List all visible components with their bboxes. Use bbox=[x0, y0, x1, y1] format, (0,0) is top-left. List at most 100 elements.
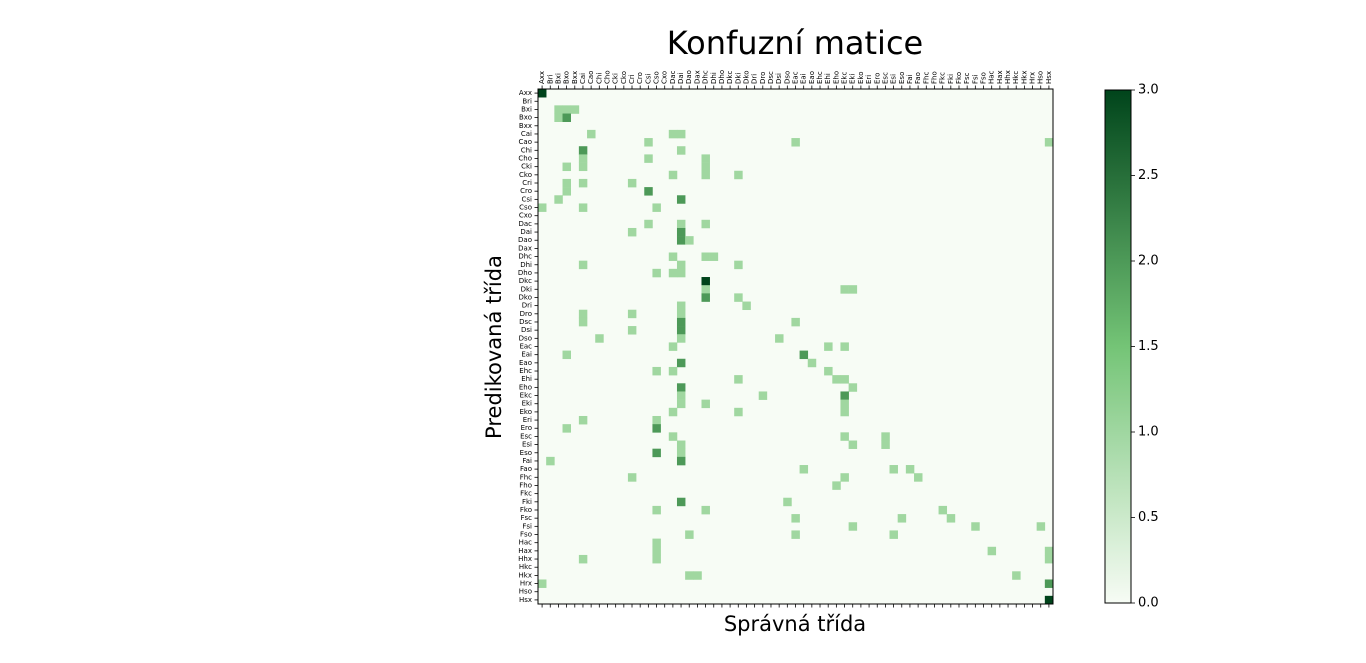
heatmap-cell bbox=[668, 432, 678, 441]
heatmap-cell bbox=[938, 505, 948, 515]
heatmap-cell bbox=[848, 440, 858, 449]
heatmap-cell bbox=[627, 473, 637, 482]
x-tick-label: Bxo bbox=[563, 71, 571, 84]
x-tick-label: Hax bbox=[996, 70, 1004, 84]
y-tick-label: Axx bbox=[519, 89, 532, 97]
y-tick-label: Eso bbox=[520, 449, 532, 457]
x-tick-label: Esc bbox=[881, 72, 889, 84]
x-tick-label: Ehi bbox=[824, 73, 832, 84]
heatmap-cell bbox=[554, 113, 563, 122]
x-tick-label: Cro bbox=[636, 72, 644, 84]
x-tick-label: Dso bbox=[783, 71, 791, 84]
heatmap-cell bbox=[570, 105, 580, 114]
x-tick-label: Cki bbox=[612, 73, 620, 84]
heatmap-cell bbox=[676, 358, 686, 368]
y-tick-label: Bxx bbox=[519, 122, 532, 130]
heatmap-cell bbox=[627, 309, 637, 319]
heatmap-cell bbox=[554, 105, 563, 114]
y-tick-label: Hsx bbox=[519, 596, 532, 604]
x-tick-label: Eko bbox=[857, 71, 865, 84]
heatmap-cell bbox=[652, 554, 661, 564]
heatmap-cell bbox=[1012, 571, 1021, 580]
heatmap-cell bbox=[840, 473, 849, 482]
x-tick-label: Esi bbox=[890, 74, 898, 84]
y-tick-label: Bxo bbox=[519, 114, 532, 122]
y-tick-label: Fko bbox=[520, 506, 532, 514]
x-tick-label: Fsi bbox=[971, 74, 979, 84]
y-tick-label: Cro bbox=[520, 187, 532, 195]
x-tick-label: Bri bbox=[546, 74, 554, 84]
y-tick-label: Fao bbox=[520, 465, 532, 473]
heatmap-cell bbox=[578, 554, 588, 564]
y-tick-label: Hkx bbox=[519, 571, 532, 579]
y-tick-label: Dsi bbox=[521, 326, 532, 334]
heatmap-cell bbox=[676, 236, 686, 245]
y-tick-label: Ehc bbox=[519, 367, 532, 375]
heatmap-cell bbox=[578, 162, 588, 172]
heatmap-cell bbox=[578, 178, 588, 188]
x-tick-label: Eri bbox=[865, 75, 873, 84]
heatmap-cell bbox=[546, 456, 555, 466]
colorbar-gradient bbox=[1104, 89, 1132, 604]
y-tick-label: Fki bbox=[522, 498, 532, 506]
x-tick-label: Hkc bbox=[1012, 71, 1020, 84]
x-tick-label: Fsc bbox=[963, 72, 971, 84]
heatmap-cell bbox=[840, 285, 849, 294]
heatmap-cell bbox=[668, 342, 678, 351]
y-tick-label: Eki bbox=[522, 400, 532, 408]
y-tick-label: Dko bbox=[519, 293, 532, 301]
heatmap-cell bbox=[668, 252, 678, 261]
x-tick-label: Csi bbox=[644, 73, 652, 84]
heatmap-cell bbox=[652, 268, 661, 278]
heatmap-cell bbox=[1044, 546, 1054, 556]
x-tick-label: Dhc bbox=[702, 70, 710, 84]
heatmap-cell bbox=[562, 162, 571, 172]
heatmap-cell bbox=[554, 195, 563, 204]
heatmap-cell bbox=[644, 138, 653, 147]
heatmap-cell bbox=[668, 366, 678, 376]
x-tick-label: Bxi bbox=[554, 73, 562, 84]
x-tick-label: Eac bbox=[792, 71, 800, 84]
heatmap-cell bbox=[701, 170, 710, 180]
heatmap-cell bbox=[701, 219, 710, 229]
x-tick-labels: Axx Bri Bxi Bxo Bxx Cai Cao Chi Cho Cki Cko Cri Cro C… bbox=[538, 70, 1053, 608]
y-tick-label: Eri bbox=[523, 416, 532, 424]
heatmap-cell bbox=[734, 293, 743, 302]
heatmap-cell bbox=[799, 465, 809, 474]
x-tick-label: Fso bbox=[980, 72, 988, 84]
y-tick-label: Fso bbox=[520, 531, 532, 539]
y-tick-label: Cxo bbox=[519, 212, 532, 220]
heatmap-cell bbox=[587, 129, 596, 139]
x-tick-label: Dai bbox=[677, 72, 685, 84]
x-tick-label: Cai bbox=[579, 73, 587, 84]
heatmap-cell bbox=[676, 456, 686, 466]
heatmap-plot-area bbox=[537, 88, 1054, 605]
colorbar-tick-label: 2.0 bbox=[1138, 254, 1159, 269]
heatmap-cell bbox=[709, 252, 719, 261]
heatmap-cell bbox=[652, 538, 661, 548]
heatmap-cell bbox=[685, 530, 694, 539]
heatmap-cell bbox=[676, 219, 686, 229]
y-tick-label: Hhx bbox=[518, 555, 532, 563]
x-tick-label: Eho bbox=[832, 71, 840, 84]
heatmap-cell bbox=[562, 113, 571, 122]
heatmap-cell bbox=[840, 391, 849, 400]
x-tick-label: Dao bbox=[685, 70, 693, 84]
x-tick-label: Cko bbox=[620, 71, 628, 84]
colorbar-tick-label: 1.5 bbox=[1138, 339, 1159, 354]
heatmap-cell bbox=[627, 326, 637, 335]
heatmap-cell bbox=[676, 260, 686, 270]
x-tick-label: Dho bbox=[718, 70, 726, 84]
heatmap-cell bbox=[652, 366, 661, 376]
y-tick-label: Hax bbox=[518, 547, 532, 555]
heatmap-cell bbox=[889, 465, 898, 474]
y-tick-label: Ehi bbox=[521, 375, 532, 383]
colorbar-tick-label: 0.0 bbox=[1138, 596, 1159, 611]
heatmap-cell bbox=[783, 497, 792, 507]
y-tick-label: Bxi bbox=[521, 105, 532, 113]
x-tick-label: Dhi bbox=[710, 72, 718, 84]
heatmap-cell bbox=[562, 105, 571, 114]
y-tick-label: Fsc bbox=[520, 514, 532, 522]
heatmap-cell bbox=[701, 505, 710, 515]
